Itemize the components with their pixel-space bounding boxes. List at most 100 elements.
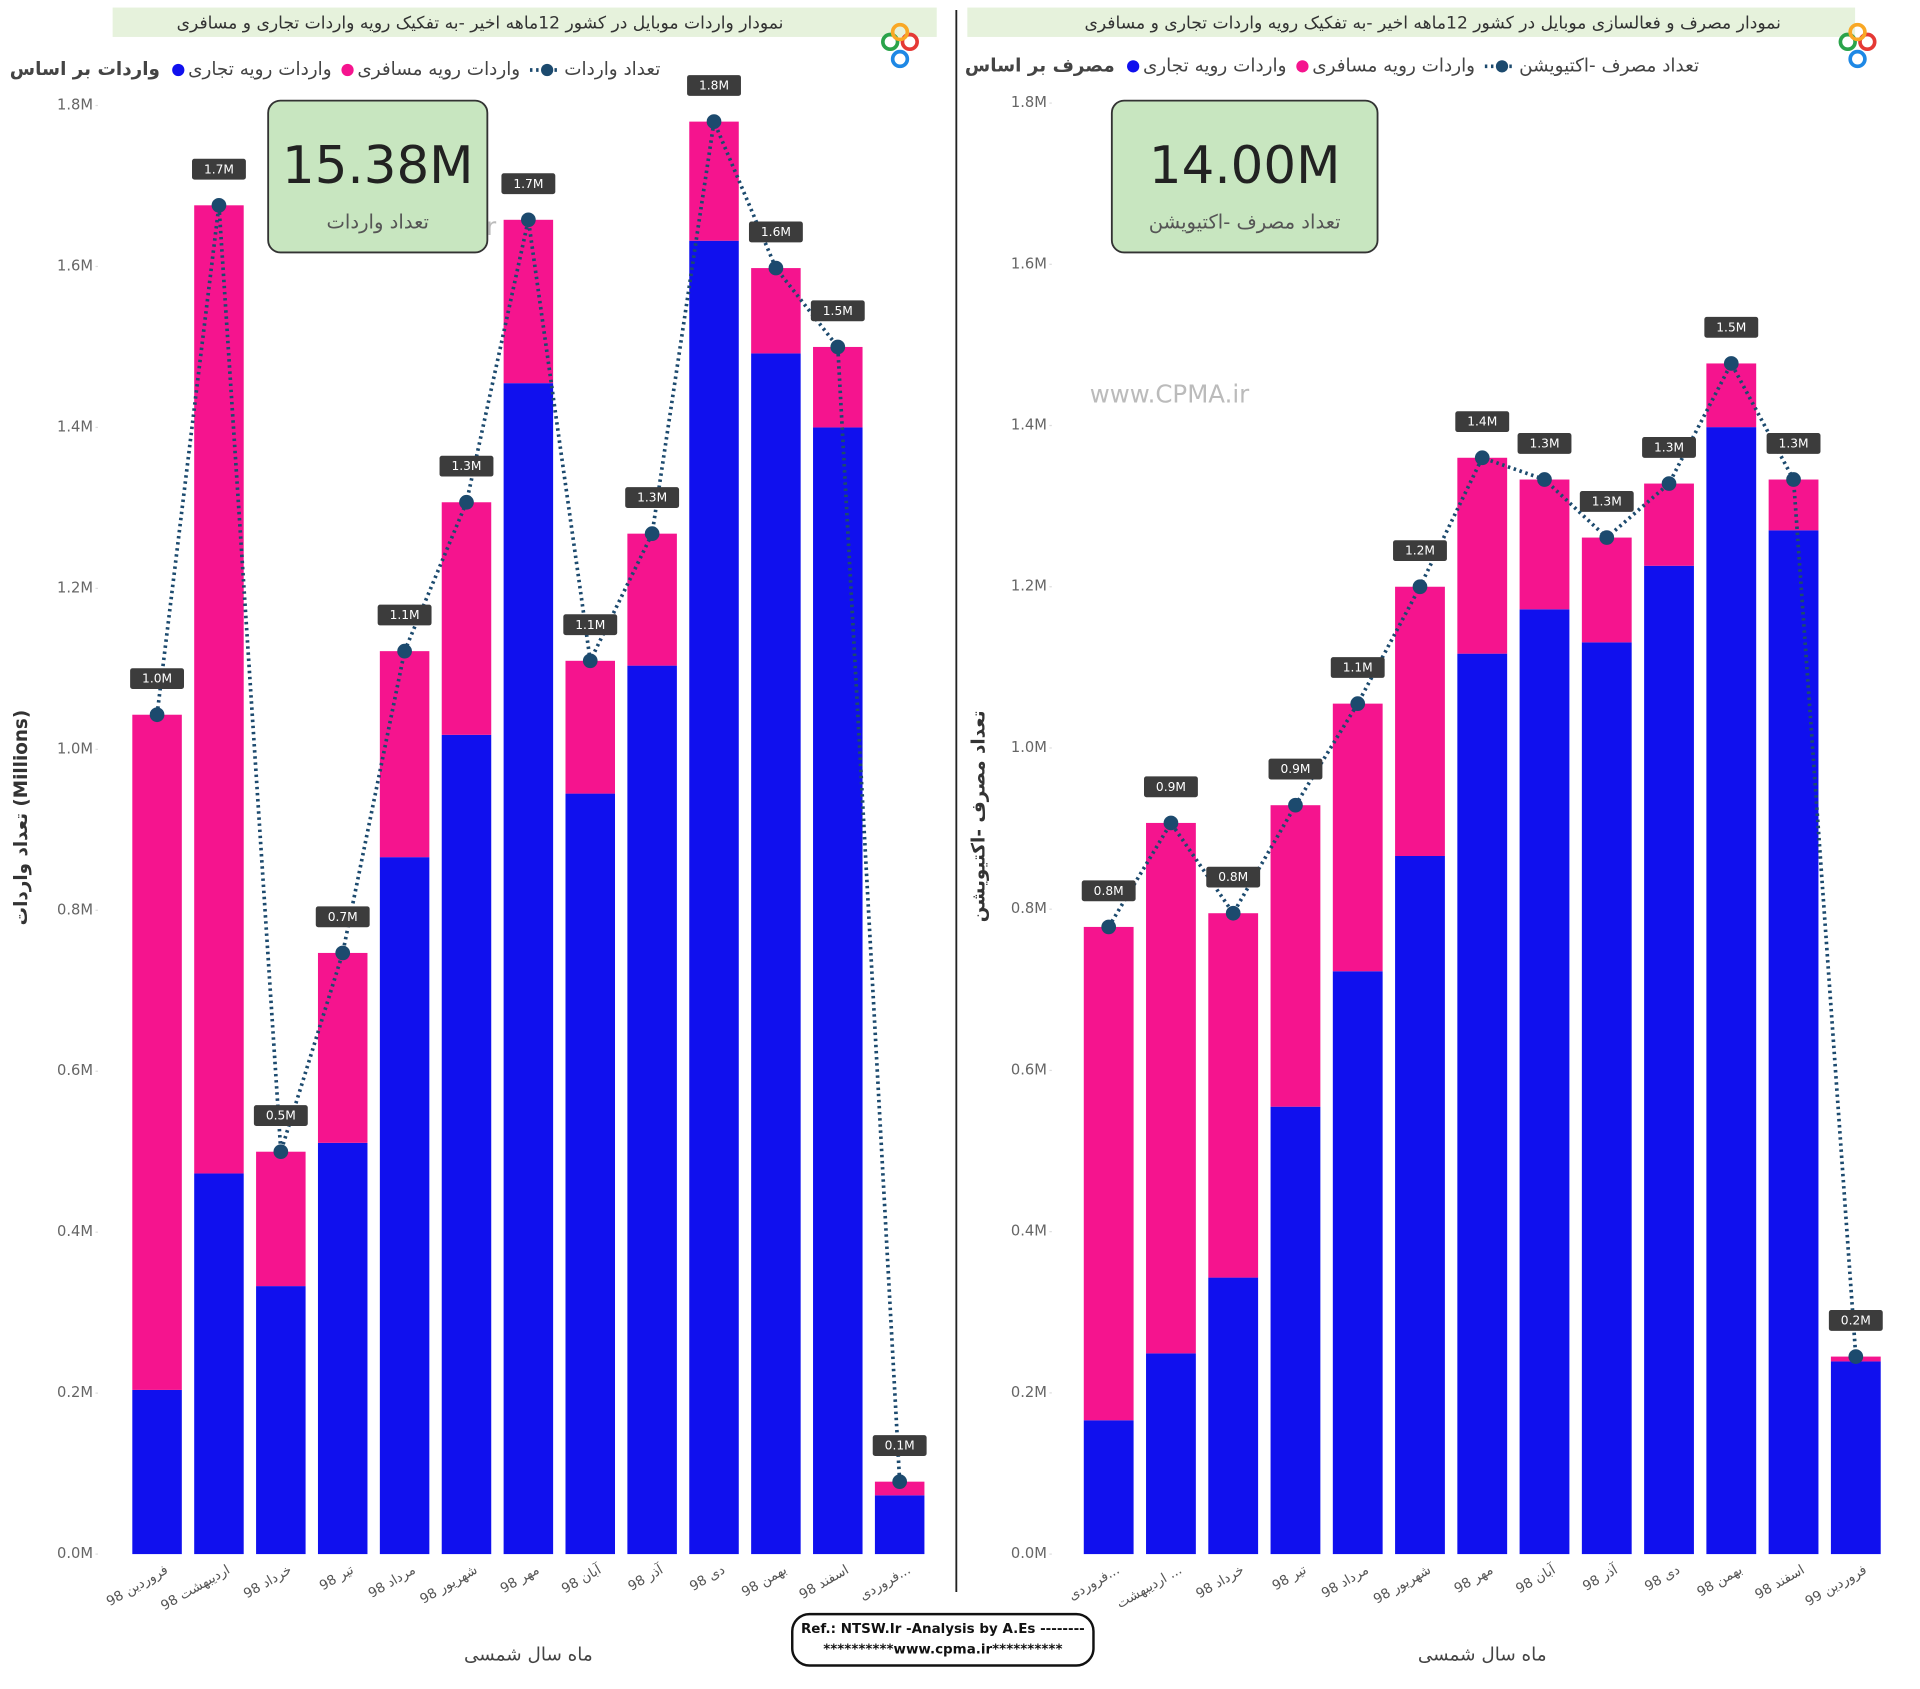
x-tick-label: دی 98 xyxy=(687,1563,727,1595)
value-label-bg xyxy=(501,173,556,195)
y-tick-label: 0.8M xyxy=(57,901,93,918)
value-label-bg xyxy=(1642,437,1696,458)
bar-segment xyxy=(256,1151,306,1287)
kpi-value: 15.38M xyxy=(282,136,474,196)
line-marker xyxy=(892,1474,908,1490)
value-label-bg xyxy=(377,604,432,626)
bar-segment xyxy=(1270,805,1321,1107)
bar-segment xyxy=(1083,926,1134,1421)
value-label-bg xyxy=(439,455,494,477)
y-tick-label: 1.8M xyxy=(1011,94,1047,111)
x-tick-label: شهریور 98 xyxy=(1371,1563,1433,1608)
line-marker xyxy=(1163,815,1179,831)
value-label-bg xyxy=(563,614,618,636)
bar-segment xyxy=(1830,1361,1881,1555)
x-tick-label: اسفند 98 xyxy=(797,1563,852,1603)
line-marker xyxy=(1101,919,1117,935)
value-label-bg xyxy=(315,906,370,928)
value-label-bg xyxy=(1081,880,1136,902)
value-label: 1.3M xyxy=(1779,437,1809,451)
line-marker xyxy=(1848,1349,1864,1364)
x-tick-label: مهر 98 xyxy=(1452,1563,1496,1597)
bar-segment xyxy=(874,1495,925,1555)
y-tick-label: 0.4M xyxy=(57,1223,93,1240)
x-tick-label: شهریور 98 xyxy=(418,1563,480,1608)
title-band xyxy=(967,7,1856,37)
legend-marker xyxy=(1296,60,1309,73)
line-marker xyxy=(1412,579,1428,595)
legend-title: مصرف بر اساس xyxy=(965,55,1115,76)
chart: نمودار مصرف و فعالسازی موبایل در کشور 12… xyxy=(965,7,1883,1666)
bar-segment xyxy=(256,1286,306,1555)
value-label: 0.5M xyxy=(266,1109,296,1123)
x-tick-label: مرداد 98 xyxy=(1319,1563,1371,1602)
y-tick-label: 1.0M xyxy=(57,740,93,757)
x-tick-label: خرداد 98 xyxy=(1194,1563,1247,1602)
value-label: 0.8M xyxy=(1094,884,1124,898)
value-label: 1.5M xyxy=(1716,320,1746,334)
footer-line: **********www.cpma.ir********** xyxy=(823,1643,1062,1658)
bar-segment xyxy=(1457,457,1508,654)
line-marker xyxy=(582,653,598,669)
bar-segment xyxy=(1644,483,1694,566)
bar-segment xyxy=(1146,1353,1196,1555)
value-label: 1.3M xyxy=(1529,437,1559,451)
bar-segment xyxy=(1270,1106,1321,1555)
line-marker xyxy=(1723,356,1739,371)
line-marker xyxy=(459,494,474,510)
y-tick-label: 0.2M xyxy=(57,1384,93,1401)
value-label-bg xyxy=(625,487,680,508)
bar-segment xyxy=(565,660,616,794)
bar-segment xyxy=(441,502,492,735)
value-label: 1.1M xyxy=(390,608,420,622)
bar-segment xyxy=(379,857,430,1555)
value-label-bg xyxy=(872,1435,927,1456)
line-marker xyxy=(1288,797,1303,813)
legend-marker xyxy=(341,63,354,77)
line-marker xyxy=(1786,472,1801,487)
bar-segment xyxy=(751,353,801,1555)
bar-segment xyxy=(1332,703,1383,972)
line-marker xyxy=(521,212,536,228)
value-label-bg xyxy=(687,75,741,96)
logo-dot xyxy=(1858,32,1877,52)
logo-dot xyxy=(1848,49,1867,69)
bar-segment xyxy=(627,665,677,1555)
bar-segment xyxy=(1519,609,1570,1555)
x-tick-label: بهمن 98 xyxy=(1695,1563,1745,1601)
legend-label: تعداد واردات xyxy=(564,59,660,80)
y-tick-label: 0.2M xyxy=(1011,1384,1047,1401)
bar-segment xyxy=(1581,642,1632,1555)
bar-segment xyxy=(503,383,554,1555)
logo-dot xyxy=(881,32,900,52)
chart: نمودار واردات موبایل در کشور 12ماهه اخیر… xyxy=(10,7,937,1666)
kpi-label: تعداد واردات xyxy=(327,211,430,234)
bar-segment xyxy=(1581,537,1632,643)
value-label-bg xyxy=(130,668,185,690)
bar-segment xyxy=(1332,971,1383,1555)
y-tick-label: 0.8M xyxy=(1011,900,1047,917)
y-tick-label: 1.6M xyxy=(1011,255,1047,272)
value-label: 0.1M xyxy=(885,1439,915,1453)
footer-line: Ref.: NTSW.Ir -Analysis by A.Es -------- xyxy=(801,1622,1085,1637)
value-label: 1.6M xyxy=(761,225,791,239)
bar-segment xyxy=(317,1142,368,1555)
value-label: 1.1M xyxy=(1343,661,1373,675)
bar-segment xyxy=(813,346,863,428)
y-tick-label: 1.0M xyxy=(1011,739,1047,756)
bar-segment xyxy=(317,952,368,1143)
x-tick-label: مهر 98 xyxy=(498,1563,542,1597)
x-axis-title: ماه سال شمسی xyxy=(464,1645,593,1666)
value-label: 1.0M xyxy=(142,672,172,686)
value-label-bg xyxy=(1330,657,1385,678)
value-label: 1.2M xyxy=(1405,544,1435,558)
kpi-value: 14.00M xyxy=(1149,136,1341,196)
bar-segment xyxy=(1457,653,1508,1555)
value-label-bg xyxy=(1828,1310,1883,1331)
line-marker xyxy=(1350,696,1366,711)
x-tick-label: آذر 98 xyxy=(625,1560,667,1594)
y-tick-label: 0.0M xyxy=(57,1545,93,1562)
chart-title: نمودار واردات موبایل در کشور 12ماهه اخیر… xyxy=(177,13,784,33)
line-marker xyxy=(1537,472,1552,487)
